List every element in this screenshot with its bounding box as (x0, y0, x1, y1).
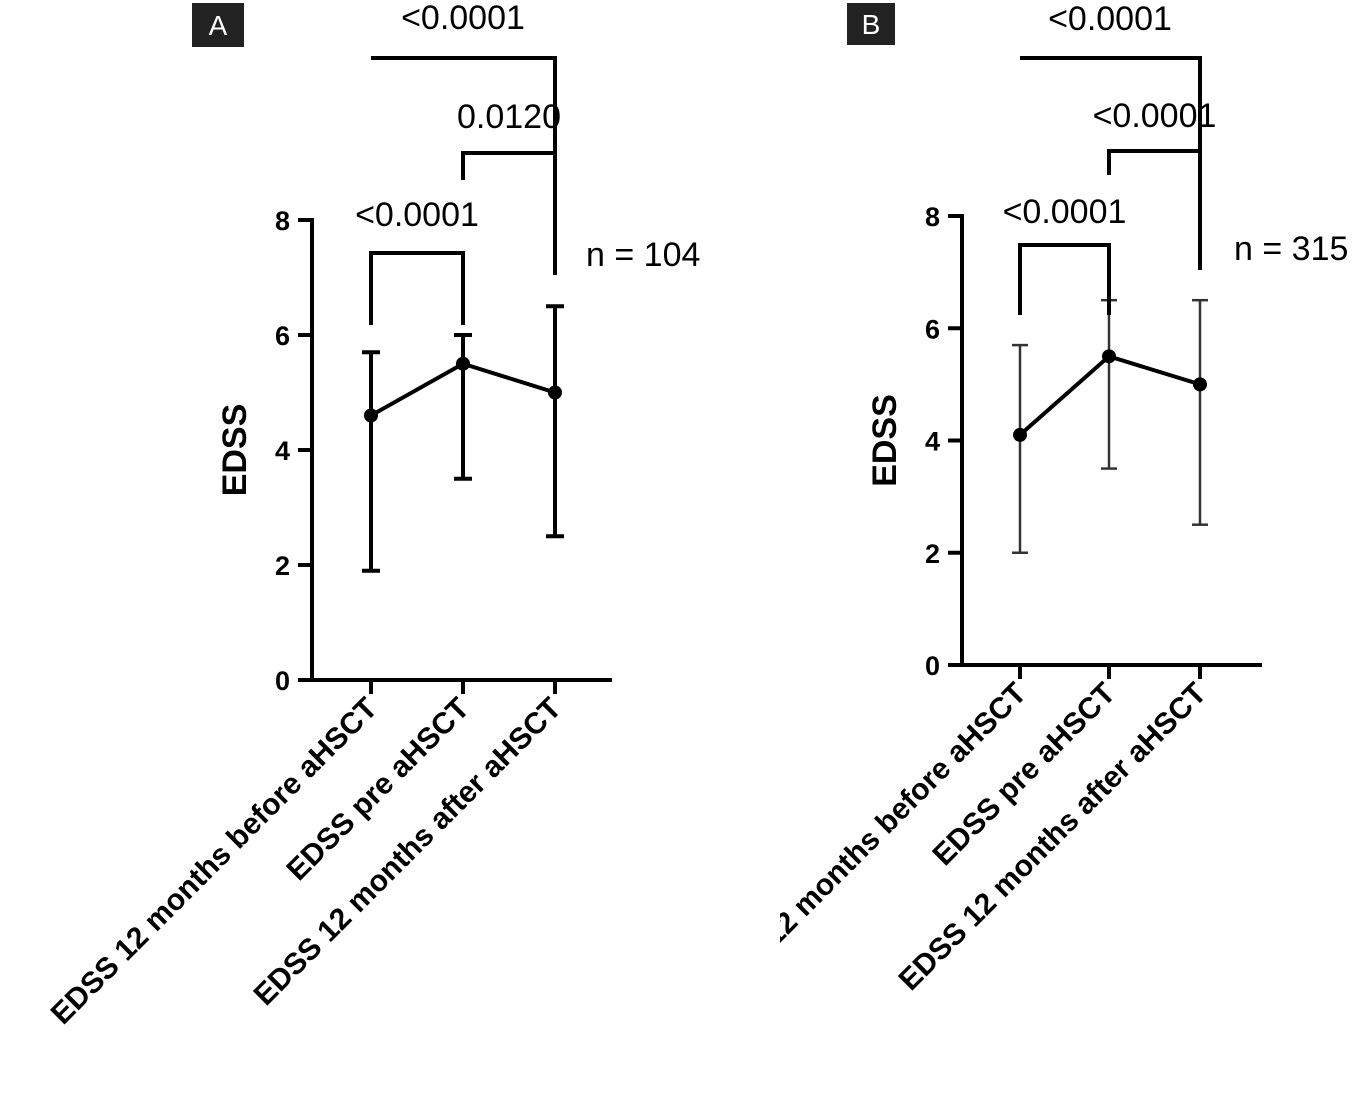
data-point (1193, 377, 1207, 392)
y-tick-label: 8 (925, 202, 940, 232)
data-point (364, 408, 378, 423)
significance-bracket (371, 56, 557, 248)
p-value-label: <0.0001 (355, 196, 479, 234)
p-value-label: <0.0001 (401, 0, 525, 37)
y-tick-label: 6 (925, 314, 940, 344)
y-tick-label: 0 (275, 666, 290, 696)
y-tick-label: 4 (275, 436, 290, 466)
y-axis-title: EDSS (866, 394, 904, 487)
sample-size-label: n = 104 (586, 236, 700, 274)
data-point (548, 385, 562, 400)
p-value-label: <0.0001 (1003, 193, 1127, 231)
y-tick-label: 8 (275, 206, 290, 236)
panel-letter-badge (847, 3, 895, 45)
y-tick-label: 2 (275, 551, 290, 581)
panel-b: B 0 2 4 6 8 EDSS EDSS 12 months before aHSCTEDS… (694, 0, 1348, 1016)
data-point (456, 356, 470, 371)
panel-letter-badge (192, 3, 244, 47)
sample-size-label: n = 315 (1234, 230, 1348, 268)
panel-letter: B (862, 9, 881, 40)
y-axis-title: EDSS (216, 404, 254, 497)
p-value-label: 0.0120 (457, 98, 561, 136)
y-tick-label: 2 (925, 539, 940, 569)
data-point (1102, 349, 1116, 364)
y-tick-label: 6 (275, 321, 290, 351)
panel-letter: A (209, 10, 228, 41)
significance-bracket (369, 251, 465, 325)
p-value-label: <0.0001 (1048, 0, 1172, 38)
x-tick-label: EDSS 12 months before aHSCT (45, 692, 384, 1031)
y-tick-label: 4 (925, 427, 940, 457)
data-point (1013, 427, 1027, 442)
significance-bracket (1018, 243, 1111, 315)
p-value-label: <0.0001 (1093, 97, 1217, 135)
y-tick-label: 0 (925, 651, 940, 681)
x-tick-label: EDSS 12 months before aHSCT (694, 677, 1033, 1016)
significance-bracket (1020, 56, 1202, 248)
